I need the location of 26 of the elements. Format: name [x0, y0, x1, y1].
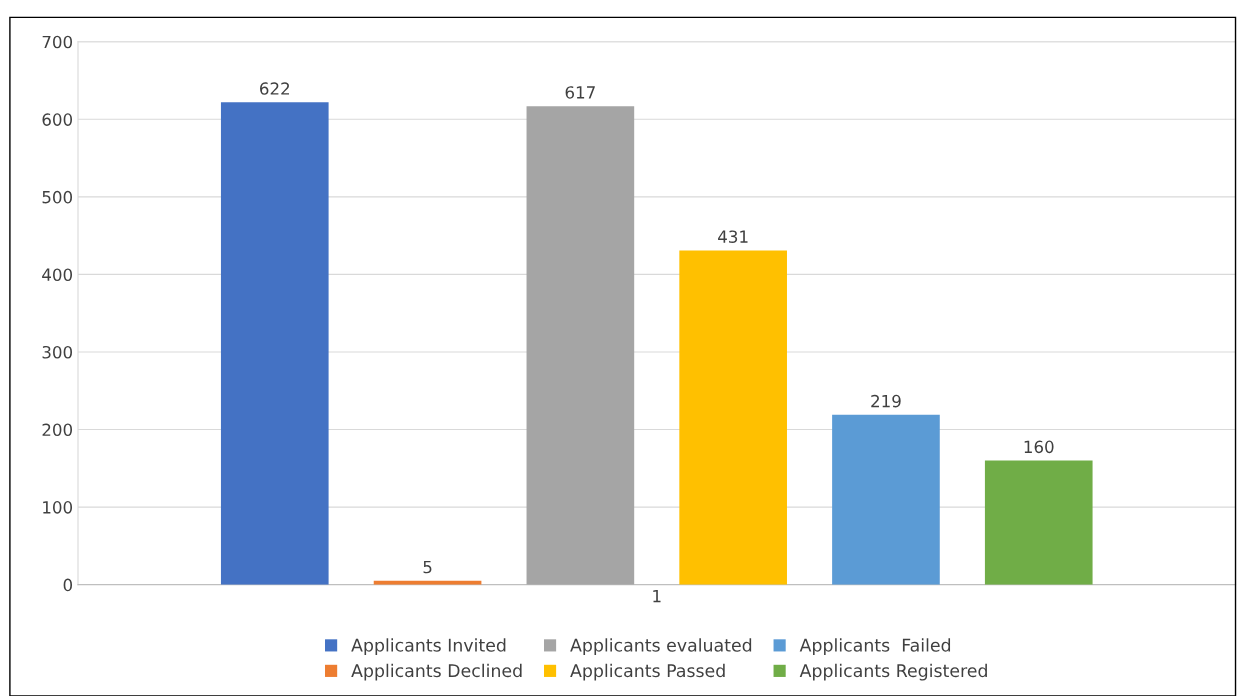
- bar: [526, 106, 635, 585]
- legend-label: Applicants Declined: [351, 663, 522, 681]
- y-tick-label: 500: [42, 190, 73, 204]
- bar: [679, 250, 787, 585]
- data-label: 5: [423, 560, 432, 574]
- legend-label: Applicants evaluated: [570, 638, 752, 656]
- y-tick-label: 200: [42, 423, 73, 437]
- legend-label: Applicants Registered: [799, 663, 987, 681]
- data-label: 219: [871, 394, 901, 408]
- data-label: 622: [260, 82, 290, 95]
- data-label: 431: [718, 230, 748, 243]
- legend-label: Applicants Invited: [351, 638, 506, 656]
- y-tick-label: 700: [42, 35, 73, 49]
- x-tick-label: 1: [653, 590, 661, 603]
- y-tick-label: 100: [43, 501, 73, 514]
- data-label: 160: [1024, 440, 1054, 454]
- legend-label: Applicants Failed: [799, 638, 951, 656]
- y-tick-label: 400: [42, 268, 73, 281]
- legend-label: Applicants Passed: [570, 663, 725, 681]
- y-tick-label: 300: [42, 345, 73, 359]
- bar: [984, 460, 1093, 585]
- bar: [220, 102, 329, 585]
- bar: [832, 414, 940, 585]
- data-label: 617: [565, 86, 595, 99]
- y-tick-label: 600: [42, 113, 73, 126]
- y-tick-label: 0: [63, 578, 73, 592]
